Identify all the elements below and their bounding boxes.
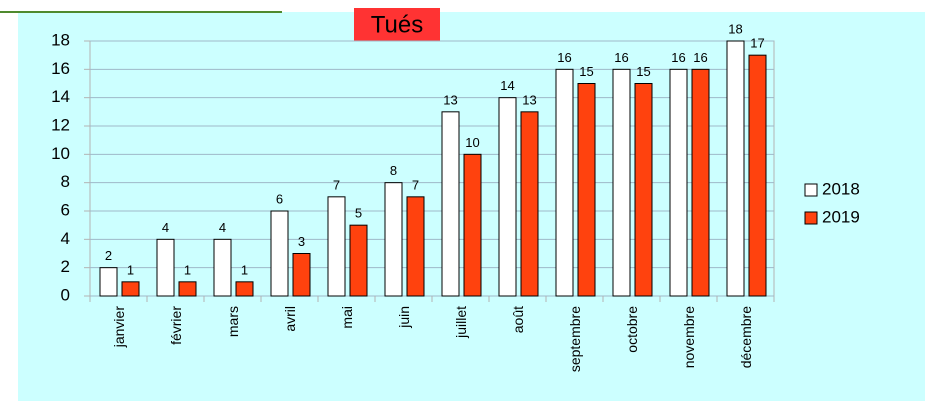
data-label: 16 — [671, 50, 685, 65]
x-tick-label: février — [168, 306, 184, 345]
y-tick-label: 8 — [61, 172, 70, 191]
bar — [384, 182, 403, 297]
y-tick-label: 6 — [61, 200, 70, 219]
bar — [178, 281, 197, 297]
bar — [99, 267, 118, 297]
x-tick-label: décembre — [738, 306, 754, 368]
bar — [634, 83, 653, 297]
bar — [555, 68, 574, 297]
data-label: 6 — [276, 191, 283, 206]
data-label: 7 — [333, 177, 340, 192]
data-label: 10 — [465, 135, 479, 150]
bar — [235, 281, 254, 297]
data-label: 16 — [614, 50, 628, 65]
data-label: 14 — [500, 78, 514, 93]
bar — [726, 40, 745, 297]
data-label: 1 — [184, 262, 191, 277]
x-tick-label: septembre — [567, 306, 583, 372]
y-tick-label: 16 — [51, 59, 70, 78]
bar — [213, 238, 232, 297]
data-label: 2 — [105, 248, 112, 263]
legend-label: 2019 — [822, 207, 860, 226]
x-tick-label: août — [510, 306, 526, 333]
legend-swatch — [804, 183, 818, 197]
bar — [691, 68, 710, 297]
data-label: 5 — [355, 206, 362, 221]
data-label: 3 — [298, 234, 305, 249]
bar — [327, 196, 346, 297]
data-label: 15 — [636, 64, 650, 79]
data-label: 4 — [162, 220, 169, 235]
bar — [156, 238, 175, 297]
data-label: 7 — [412, 177, 419, 192]
x-tick-label: mai — [339, 306, 355, 329]
data-label: 15 — [579, 64, 593, 79]
y-tick-label: 10 — [51, 144, 70, 163]
bar — [292, 253, 311, 297]
data-label: 16 — [693, 50, 707, 65]
data-label: 13 — [443, 92, 457, 107]
bar — [577, 83, 596, 297]
data-label: 1 — [241, 262, 248, 277]
bar — [498, 97, 517, 297]
data-label: 17 — [750, 36, 764, 51]
legend-swatch — [804, 211, 818, 225]
bar — [406, 196, 425, 297]
bar — [121, 281, 140, 297]
x-tick-label: juin — [396, 306, 412, 329]
bar — [520, 111, 539, 297]
y-tick-label: 14 — [51, 87, 70, 106]
legend-label: 2018 — [822, 179, 860, 198]
x-tick-label: janvier — [111, 306, 127, 349]
x-tick-label: octobre — [624, 306, 640, 353]
bar — [669, 68, 688, 297]
title-background — [354, 8, 440, 41]
y-tick-label: 4 — [61, 229, 70, 248]
y-tick-label: 0 — [61, 285, 70, 304]
x-tick-label: juillet — [453, 306, 469, 339]
bar — [612, 68, 631, 297]
bar — [463, 153, 482, 297]
x-tick-label: novembre — [681, 306, 697, 368]
y-tick-label: 18 — [51, 30, 70, 49]
x-tick-label: mars — [225, 306, 241, 337]
bar — [748, 54, 767, 297]
data-label: 13 — [522, 92, 536, 107]
y-tick-label: 12 — [51, 115, 70, 134]
data-label: 8 — [390, 163, 397, 178]
chart-title: Tués — [371, 11, 423, 38]
data-label: 1 — [127, 262, 134, 277]
data-label: 18 — [728, 21, 742, 36]
x-tick-label: avril — [282, 306, 298, 332]
data-label: 4 — [219, 220, 226, 235]
bar — [441, 111, 460, 297]
y-tick-label: 2 — [61, 257, 70, 276]
bar — [349, 224, 368, 297]
bar — [270, 210, 289, 297]
data-label: 16 — [557, 50, 571, 65]
